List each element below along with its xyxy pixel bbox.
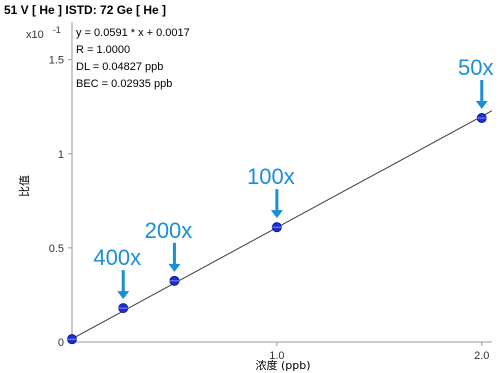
y-multiplier: x10 -1	[26, 25, 61, 41]
callout-label: 50x	[458, 55, 493, 80]
fit-line	[71, 110, 493, 340]
callout-arrow-head	[475, 101, 488, 109]
x-tick-label: 1.0	[269, 350, 284, 362]
callout-label: 400x	[93, 245, 141, 270]
x-tick-label: 2.0	[474, 350, 489, 362]
callout-label: 100x	[247, 164, 295, 189]
fit-equation: y = 0.0591 * x + 0.0017	[76, 27, 190, 39]
y-axis-ticks: 0 0.5 1 1.5	[49, 55, 72, 349]
y-multiplier-exponent: -1	[53, 25, 61, 35]
callout-arrow-head	[117, 291, 130, 300]
callout-arrow-head	[270, 210, 283, 219]
x-axis-ticks: 1.0 2.0	[269, 342, 489, 362]
y-multiplier-base: x10	[26, 29, 44, 41]
chart-title: 51 V [ He ] ISTD: 72 Ge [ He ]	[4, 3, 166, 17]
detection-limit: DL = 0.04827 ppb	[76, 61, 163, 73]
data-points	[67, 113, 487, 345]
y-tick-label: 0	[58, 337, 64, 349]
bec-value: BEC = 0.02935 ppb	[76, 78, 172, 90]
fit-statistics: y = 0.0591 * x + 0.0017 R = 1.0000 DL = …	[76, 27, 190, 90]
fit-correlation: R = 1.0000	[76, 44, 130, 56]
plot-frame	[71, 22, 492, 343]
callout-label: 200x	[145, 218, 193, 243]
callout-arrow-head	[168, 263, 181, 272]
y-axis-label: 比值	[18, 175, 31, 197]
x-axis-label: 浓度 (ppb)	[255, 358, 310, 372]
fit-line-group	[71, 110, 493, 340]
y-tick-label: 0.5	[49, 243, 64, 255]
y-tick-label: 1	[58, 149, 64, 161]
y-tick-label: 1.5	[49, 55, 64, 67]
